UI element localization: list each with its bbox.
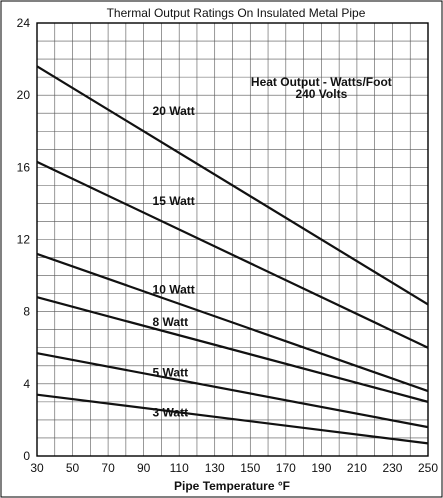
plot-area	[36, 22, 429, 457]
x-tick-label: 190	[311, 461, 331, 475]
y-tick-label: 20	[17, 88, 31, 102]
series-label: 10 Watt	[153, 283, 195, 297]
annotation-line-1: Heat Output - Watts/Foot	[251, 75, 392, 89]
y-tick-label: 4	[23, 377, 30, 391]
series-label: 15 Watt	[153, 194, 195, 208]
x-tick-label: 50	[66, 461, 80, 475]
x-tick-label: 150	[240, 461, 260, 475]
x-tick-label: 110	[170, 461, 189, 475]
series-line	[36, 65, 429, 306]
chart-title: Thermal Output Ratings On Insulated Meta…	[107, 6, 366, 20]
series-line	[36, 352, 429, 429]
x-tick-label: 70	[101, 461, 115, 475]
series-label: 20 Watt	[153, 104, 195, 118]
annotation-line-2: 240 Volts	[295, 87, 347, 101]
series-label: 3 Watt	[153, 405, 189, 419]
y-tick-label: 12	[17, 233, 31, 247]
series-label: 8 Watt	[153, 315, 189, 329]
x-tick-label: 250	[418, 461, 438, 475]
series-line	[36, 252, 429, 393]
series-layer: 20 Watt 15 Watt 10 Watt 8 Watt 5 Watt 3 Watt	[36, 65, 429, 445]
series-line	[36, 393, 429, 445]
x-tick-label: 130	[205, 461, 225, 475]
y-tick-label: 0	[23, 449, 30, 463]
series-line	[36, 296, 429, 403]
x-tick-label: 30	[30, 461, 44, 475]
x-axis-label: Pipe Temperature °F	[174, 479, 290, 493]
series-line	[36, 160, 429, 349]
y-tick-label: 24	[17, 16, 31, 30]
x-tick-label: 170	[276, 461, 296, 475]
y-tick-label: 16	[17, 160, 31, 174]
series-label: 5 Watt	[153, 366, 189, 380]
x-tick-label: 210	[347, 461, 367, 475]
x-tick-label: 90	[137, 461, 151, 475]
tick-layer: 30 50 70 90 110 130 150 170 190 210 230 250 0 4 8 12 16 2…	[17, 16, 439, 475]
y-tick-label: 8	[23, 305, 30, 319]
x-tick-label: 230	[382, 461, 402, 475]
